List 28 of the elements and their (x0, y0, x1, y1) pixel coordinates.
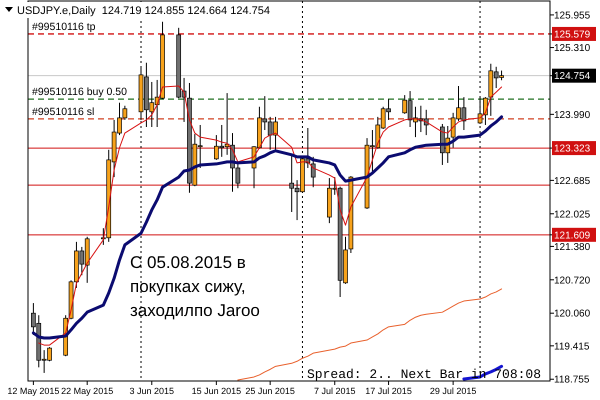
y-tick-label: 120.720 (554, 275, 591, 286)
y-tick-label: 123.990 (554, 110, 591, 121)
ref-line-label: #99510116 buy 0.50 (32, 86, 128, 98)
y-tick-label: 121.609 (554, 230, 591, 242)
x-tick-label: 17 Jul 2015 (365, 386, 412, 396)
y-tick-label: 125.955 (554, 10, 591, 22)
x-tick-label: 15 Jun 2015 (192, 386, 242, 396)
y-tick-label: 125.310 (554, 43, 591, 54)
ref-line-label: #99510116 sl (32, 106, 94, 118)
y-tick-label: 123.323 (554, 144, 591, 155)
x-tick-label: 22 May 2015 (61, 386, 114, 396)
ref-line-label: #99510116 tp (32, 20, 96, 33)
x-tick-label: 3 Jun 2015 (130, 386, 174, 396)
y-tick-label: 122.025 (554, 209, 591, 220)
y-tick-label: 121.380 (554, 242, 591, 253)
x-tick-label: 29 Jul 2015 (430, 386, 476, 396)
x-tick-label: 12 May 2015 (7, 386, 60, 396)
line-series (32, 115, 504, 340)
y-tick-label: 122.685 (554, 176, 591, 187)
chart-title: USDJPY.e,Daily 124.719 124.855 124.664 124.754 (17, 5, 270, 17)
y-tick-label: 119.415 (554, 341, 590, 352)
y-tick-label: 125.579 (554, 29, 591, 40)
y-tick-label: 118.755 (554, 374, 590, 386)
x-tick-label: 25 Jun 2015 (245, 386, 295, 396)
y-tick-label: 120.060 (554, 308, 591, 320)
x-tick-label: 7 Jul 2015 (314, 386, 356, 396)
annotation: С 05.08.2015 в покупках сижу, заходилпо Jaroo (130, 253, 260, 320)
y-tick-label: 124.754 (554, 71, 591, 82)
